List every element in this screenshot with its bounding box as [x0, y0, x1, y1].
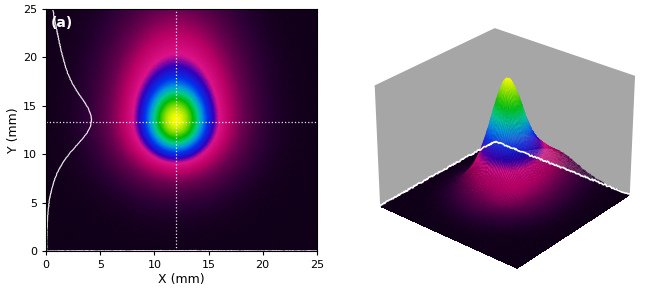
Y-axis label: Y (mm): Y (mm): [7, 107, 20, 153]
X-axis label: X (mm): X (mm): [158, 273, 205, 286]
Text: (a): (a): [51, 15, 73, 29]
